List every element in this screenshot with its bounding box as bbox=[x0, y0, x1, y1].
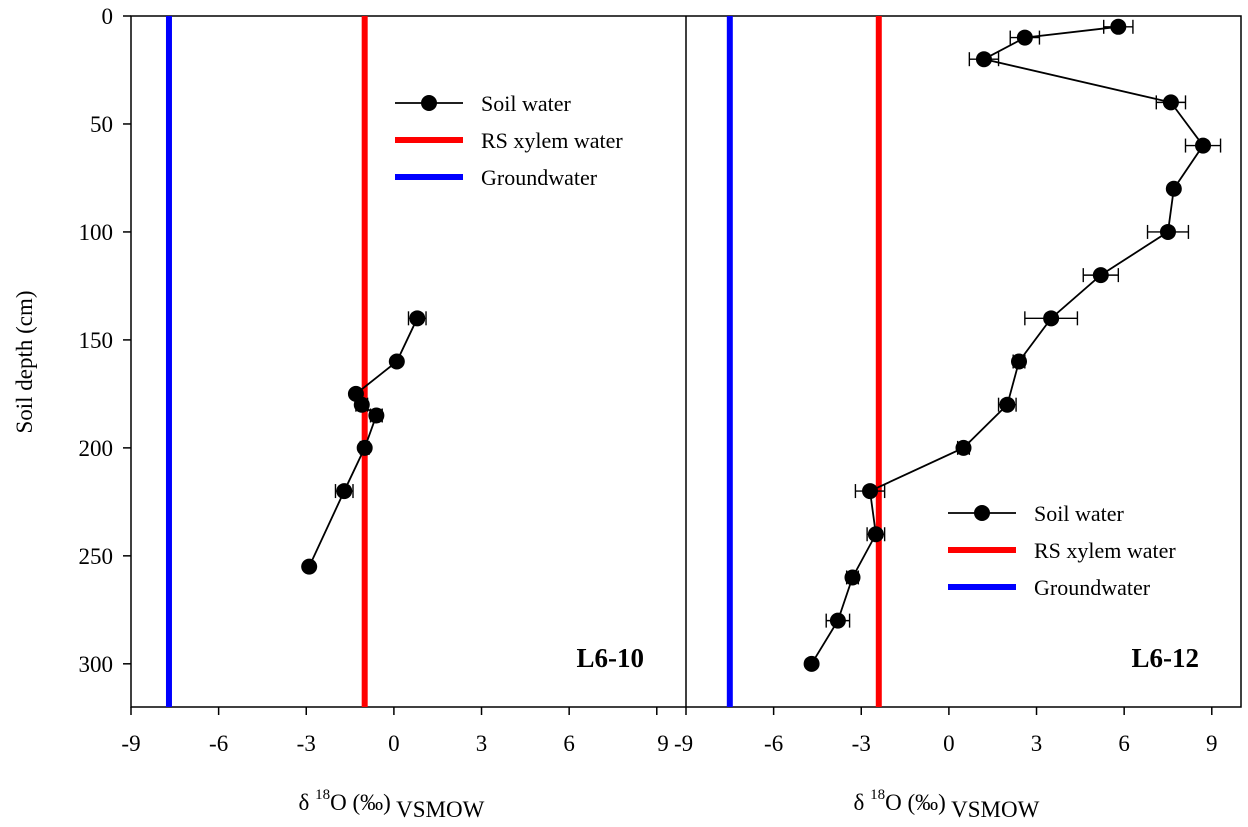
legend-marker bbox=[421, 95, 437, 111]
x-tick-label: -9 bbox=[674, 731, 693, 756]
y-axis-title: Soil depth (cm) bbox=[12, 290, 37, 433]
soil-water-point bbox=[301, 558, 318, 575]
x-axis-title-rest: O (‰) bbox=[885, 790, 946, 815]
x-tick-label: 0 bbox=[388, 731, 400, 756]
soil-water-point bbox=[1162, 94, 1179, 111]
y-tick-label: 100 bbox=[79, 220, 114, 245]
y-tick-label: 250 bbox=[79, 544, 114, 569]
x-tick-label: -6 bbox=[764, 731, 783, 756]
x-axis-title-sub: VSMOW bbox=[391, 797, 485, 822]
panel-l6-10: -9 -6 -3 0 3 6 9 δ 18O (‰) VSMOW Soil water RS xy… bbox=[121, 16, 669, 822]
soil-water-line bbox=[810, 25, 1205, 665]
x-tick-label: 3 bbox=[1031, 731, 1043, 756]
soil-water-point bbox=[353, 396, 370, 413]
x-tick-label: -3 bbox=[297, 731, 316, 756]
legend-label: Soil water bbox=[481, 91, 571, 116]
soil-water-point bbox=[844, 569, 861, 586]
y-axis: 0 50 100 150 200 250 300 bbox=[79, 4, 131, 677]
soil-water-point bbox=[1016, 29, 1033, 46]
legend-marker bbox=[974, 505, 990, 521]
x-axis-title-sub: VSMOW bbox=[946, 797, 1040, 822]
legend-label: Groundwater bbox=[481, 165, 598, 190]
soil-water-point bbox=[955, 439, 972, 456]
y-tick-label: 0 bbox=[102, 4, 114, 29]
x-tick-label: 9 bbox=[657, 731, 669, 756]
x-axis-title-rest: O (‰) bbox=[330, 790, 391, 815]
x-axis-title-sup: 18 bbox=[315, 787, 330, 803]
panel-label: L6-12 bbox=[1132, 643, 1200, 673]
y-tick-label: 300 bbox=[79, 652, 114, 677]
legend-label: Soil water bbox=[1034, 501, 1124, 526]
plot-area bbox=[130, 15, 1242, 708]
soil-water-point bbox=[1165, 180, 1182, 197]
x-tick-label: 6 bbox=[1118, 731, 1130, 756]
soil-water-point bbox=[1092, 267, 1109, 284]
soil-water-point bbox=[356, 439, 373, 456]
panel-label: L6-10 bbox=[577, 643, 645, 673]
x-tick-label: -6 bbox=[209, 731, 228, 756]
legend-label: Groundwater bbox=[1034, 575, 1151, 600]
legend: Soil water RS xylem water Groundwater bbox=[395, 91, 623, 190]
soil-water-point bbox=[867, 526, 884, 543]
soil-water-point bbox=[368, 407, 385, 424]
panel-l6-12: -9 -6 -3 0 3 6 9 δ 18O (‰) VSMOW Soil water RS xy… bbox=[674, 16, 1222, 822]
soil-water-point bbox=[1043, 310, 1060, 327]
x-axis-title: δ 18O (‰) VSMOW bbox=[299, 787, 485, 822]
soil-water-point bbox=[829, 612, 846, 629]
x-axis-title-main: δ bbox=[854, 790, 871, 815]
x-tick-label: -3 bbox=[852, 731, 871, 756]
legend: Soil water RS xylem water Groundwater bbox=[948, 501, 1176, 600]
soil-water-point bbox=[388, 353, 405, 370]
x-tick-label: 3 bbox=[476, 731, 488, 756]
soil-water-point bbox=[1110, 18, 1127, 35]
soil-water-point bbox=[336, 483, 353, 500]
x-axis-title-main: δ bbox=[299, 790, 316, 815]
x-tick-label: 0 bbox=[943, 731, 955, 756]
legend-label: RS xylem water bbox=[481, 128, 623, 153]
x-tick-label: 9 bbox=[1206, 731, 1218, 756]
x-axis-title: δ 18O (‰) VSMOW bbox=[854, 787, 1040, 822]
x-tick-label: -9 bbox=[121, 731, 140, 756]
legend-label: RS xylem water bbox=[1034, 538, 1176, 563]
soil-water-point bbox=[862, 483, 879, 500]
soil-water-point bbox=[1011, 353, 1027, 370]
x-axis-title-sup: 18 bbox=[870, 787, 885, 803]
soil-water-point bbox=[1159, 223, 1176, 240]
soil-water-point bbox=[999, 396, 1016, 413]
y-tick-label: 150 bbox=[79, 328, 114, 353]
y-tick-label: 200 bbox=[79, 436, 114, 461]
y-tick-label: 50 bbox=[90, 112, 113, 137]
x-tick-label: 6 bbox=[563, 731, 575, 756]
soil-water-point bbox=[1195, 137, 1212, 154]
soil-water-point bbox=[803, 655, 820, 672]
soil-water-point bbox=[975, 51, 992, 68]
soil-water-point bbox=[409, 310, 426, 327]
